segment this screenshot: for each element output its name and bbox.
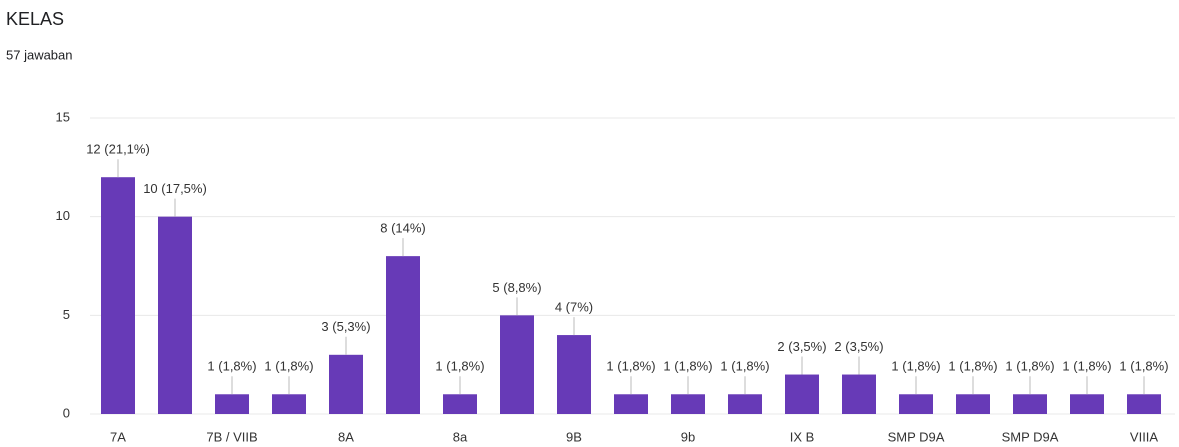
value-label: 1 (1,8%): [948, 359, 997, 374]
value-label: 1 (1,8%): [207, 359, 256, 374]
value-label: 1 (1,8%): [663, 359, 712, 374]
y-tick-label: 10: [56, 208, 70, 223]
value-label: 1 (1,8%): [1062, 359, 1111, 374]
value-label: 5 (8,8%): [492, 280, 541, 295]
value-label: 12 (21,1%): [86, 142, 150, 157]
bar: [1070, 394, 1104, 414]
x-tick-label: VIIIA: [1130, 429, 1159, 444]
x-tick-label: 9b: [681, 429, 695, 444]
bar: [614, 394, 648, 414]
x-tick-label: 7A: [110, 429, 126, 444]
value-label: 2 (3,5%): [834, 339, 883, 354]
value-label: 1 (1,8%): [720, 359, 769, 374]
value-label: 2 (3,5%): [777, 339, 826, 354]
value-label: 10 (17,5%): [143, 181, 207, 196]
bar: [272, 394, 306, 414]
x-tick-label: 8A: [338, 429, 354, 444]
bar: [671, 394, 705, 414]
bar: [500, 315, 534, 414]
value-label: 3 (5,3%): [321, 319, 370, 334]
bar: [158, 216, 192, 414]
y-tick-label: 0: [63, 405, 70, 420]
bar: [842, 374, 876, 414]
value-label: 1 (1,8%): [1119, 359, 1168, 374]
bar: [956, 394, 990, 414]
x-tick-label: SMP D9A: [1002, 429, 1059, 444]
y-tick-label: 5: [63, 307, 70, 322]
bar: [728, 394, 762, 414]
chart-title: KELAS: [6, 9, 64, 29]
x-tick-label: SMP D9A: [888, 429, 945, 444]
x-tick-label: 8a: [453, 429, 468, 444]
bar: [557, 335, 591, 414]
x-tick-label: 9B: [566, 429, 582, 444]
value-label: 1 (1,8%): [891, 359, 940, 374]
value-label: 1 (1,8%): [435, 359, 484, 374]
chart-subtitle: 57 jawaban: [6, 47, 73, 62]
bar: [785, 374, 819, 414]
bar: [1013, 394, 1047, 414]
bar: [386, 256, 420, 414]
bar: [215, 394, 249, 414]
value-label: 1 (1,8%): [606, 359, 655, 374]
bar: [899, 394, 933, 414]
x-tick-label: IX B: [790, 429, 815, 444]
y-tick-label: 15: [56, 109, 70, 124]
value-label: 1 (1,8%): [1005, 359, 1054, 374]
value-label: 1 (1,8%): [264, 359, 313, 374]
x-tick-label: 7B / VIIB: [206, 429, 257, 444]
value-label: 4 (7%): [555, 300, 593, 315]
value-label: 8 (14%): [380, 221, 426, 236]
bar: [1127, 394, 1161, 414]
bar: [101, 177, 135, 414]
bar: [443, 394, 477, 414]
bar: [329, 354, 363, 414]
